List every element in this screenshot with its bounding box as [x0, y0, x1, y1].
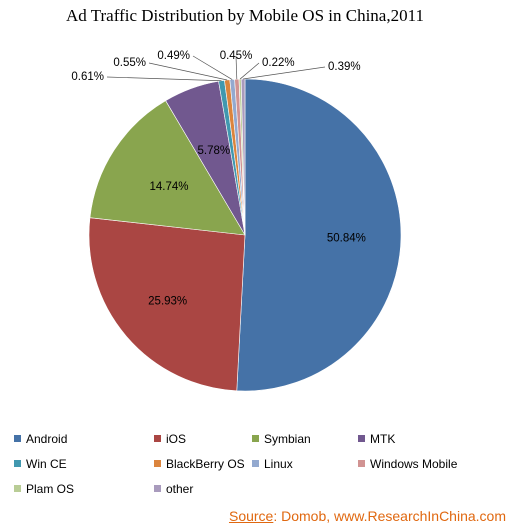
- legend-swatch: [14, 460, 21, 467]
- legend-item-plam-os: Plam OS: [14, 482, 74, 496]
- source-text: : Domob, www.ResearchInChina.com: [273, 508, 506, 524]
- legend-swatch: [252, 435, 259, 442]
- pie-slice-symbian: [89, 100, 246, 236]
- legend-label: Win CE: [26, 457, 67, 471]
- legend-label: other: [166, 482, 194, 496]
- legend-swatch: [154, 460, 161, 467]
- source-label: Source: [228, 508, 274, 524]
- leader-line-other: [243, 66, 326, 80]
- legend-item-mtk: MTK: [358, 432, 395, 446]
- legend-label: Android: [26, 432, 68, 446]
- legend-swatch: [252, 460, 259, 467]
- legend-swatch: [358, 460, 365, 467]
- slice-label-android: 50.84%: [327, 233, 366, 245]
- legend-swatch: [358, 435, 365, 442]
- legend-label: iOS: [166, 432, 187, 446]
- slice-label-other: 0.39%: [328, 61, 361, 73]
- slice-label-symbian: 14.74%: [150, 181, 189, 193]
- legend-label: Linux: [264, 457, 293, 471]
- slice-label-ios: 25.93%: [148, 296, 187, 308]
- legend-item-symbian: Symbian: [252, 432, 311, 446]
- slice-label-linux: 0.49%: [157, 50, 190, 62]
- legend-item-linux: Linux: [252, 457, 293, 471]
- legend-item-android: Android: [14, 432, 67, 446]
- legend-item-win-ce: Win CE: [14, 457, 67, 471]
- legend-item-windows-mobile: Windows Mobile: [358, 457, 457, 471]
- chart-title: Ad Traffic Distribution by Mobile OS in …: [66, 6, 424, 25]
- legend-item-blackberry-os: BlackBerry OS: [154, 457, 245, 471]
- legend-item-ios: iOS: [154, 432, 186, 446]
- slice-label-win-ce: 0.61%: [71, 71, 104, 83]
- legend-label: MTK: [370, 432, 396, 446]
- pie-slice-android: [236, 78, 402, 392]
- legend-label: Plam OS: [26, 482, 75, 496]
- leader-line-plam-os: [239, 62, 260, 80]
- leader-line-win-ce: [106, 76, 222, 82]
- leader-line-blackberry-os: [148, 62, 228, 81]
- slice-label-plam-os: 0.22%: [262, 57, 295, 69]
- pie-slice-ios: [88, 217, 246, 392]
- slice-label-windows-mobile: 0.45%: [220, 50, 253, 62]
- legend-swatch: [14, 435, 21, 442]
- legend-swatch: [14, 485, 21, 492]
- slice-label-mtk: 5.78%: [198, 145, 231, 157]
- legend-label: Symbian: [264, 432, 311, 446]
- legend-label: BlackBerry OS: [166, 457, 245, 471]
- legend-label: Windows Mobile: [370, 457, 458, 471]
- slice-label-blackberry-os: 0.55%: [113, 57, 146, 69]
- pie-chart: 50.84% 25.93% 14.74% 5.78% 0.61% 0.55% 0.49% 0.…: [71, 50, 402, 392]
- source-note: Source: Domob, www.ResearchInChina.com: [229, 508, 506, 524]
- legend-swatch: [154, 435, 161, 442]
- leader-line-linux: [192, 55, 233, 80]
- legend-swatch: [154, 485, 161, 492]
- legend-item-other: other: [154, 482, 193, 496]
- leader-line-windows-mobile: [235, 55, 238, 80]
